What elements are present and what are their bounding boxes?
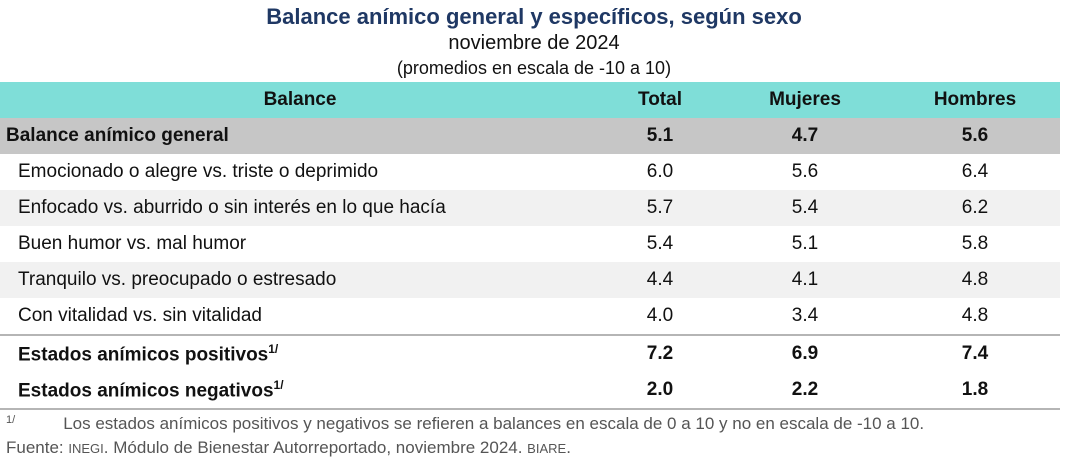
row-total: 6.0 [646,161,674,182]
positivos-row: Estados anímicos positivos1/ 7.2 6.9 7.4 [0,334,1060,372]
negativos-label: Estados anímicos negativos1/ [0,372,600,410]
positivos-label: Estados anímicos positivos1/ [0,334,600,372]
row-hombres: 4.8 [890,262,1060,298]
general-hombres: 5.6 [890,118,1060,154]
row-hombres: 6.2 [890,190,1060,226]
row-total: 4.4 [600,262,720,298]
header-hombres: Hombres [890,82,1060,118]
footnote-ref: 1/ [273,377,284,392]
header-total: Total [600,82,720,118]
negativos-mujeres: 2.2 [720,372,890,410]
general-mujeres: 4.7 [720,118,890,154]
footnote: 1/Los estados anímicos positivos y negat… [6,414,924,434]
table-title: Balance anímico general y específicos, s… [266,4,802,29]
positivos-mujeres: 6.9 [720,334,890,372]
row-mujeres: 4.1 [720,262,890,298]
source-org: INEGI [68,441,104,456]
general-total: 5.1 [600,118,720,154]
footnote-mark: 1/ [6,414,16,426]
source-text: . Módulo de Bienestar Autorreportado, no… [103,438,528,457]
general-row: Balance anímico general 5.1 4.7 5.6 [0,118,1060,154]
row-label: Emocionado o alegre vs. triste o deprimi… [18,161,379,182]
source-code: BIARE [527,441,567,456]
header-mujeres: Mujeres [720,82,890,118]
row-label: Con vitalidad vs. sin vitalidad [18,305,262,326]
negativos-total: 2.0 [600,372,720,410]
table-row: Enfocado vs. aburrido o sin interés en l… [0,190,1060,226]
source-end: . [566,438,571,457]
balance-table: Balance Total Mujeres Hombres Balance an… [0,82,1060,410]
row-mujeres: 5.1 [791,233,819,254]
table-subtitle: noviembre de 2024 [448,32,620,54]
table-row: Emocionado o alegre vs. triste o deprimi… [0,154,1060,190]
row-mujeres: 3.4 [791,305,819,326]
row-hombres: 4.8 [961,305,989,326]
row-total: 4.0 [646,305,674,326]
table-row: Tranquilo vs. preocupado o estresado 4.4… [0,262,1060,298]
header-balance: Balance [0,82,600,118]
row-label: Enfocado vs. aburrido o sin interés en l… [0,190,600,226]
row-hombres: 5.8 [961,233,989,254]
negativos-row: Estados anímicos negativos1/ 2.0 2.2 1.8 [0,372,1060,410]
table-row: Con vitalidad vs. sin vitalidad 4.0 3.4 … [0,298,1060,335]
general-label: Balance anímico general [0,118,600,154]
footnote-text: Los estados anímicos positivos y negativ… [63,414,925,433]
footnote-ref: 1/ [268,341,279,356]
row-mujeres: 5.6 [791,161,819,182]
row-label: Tranquilo vs. preocupado o estresado [0,262,600,298]
row-total: 5.4 [646,233,674,254]
positivos-total: 7.2 [600,334,720,372]
table-scale-note: (promedios en escala de -10 a 10) [396,58,672,78]
row-label: Buen humor vs. mal humor [18,233,247,254]
row-total: 5.7 [600,190,720,226]
header-row: Balance Total Mujeres Hombres [0,82,1060,118]
negativos-hombres: 1.8 [890,372,1060,410]
row-hombres: 6.4 [961,161,989,182]
positivos-hombres: 7.4 [890,334,1060,372]
source-note: Fuente: INEGI. Módulo de Bienestar Autor… [6,438,571,458]
row-mujeres: 5.4 [720,190,890,226]
source-prefix: Fuente: [6,438,64,457]
table-row: Buen humor vs. mal humor 5.4 5.1 5.8 [0,226,1060,262]
